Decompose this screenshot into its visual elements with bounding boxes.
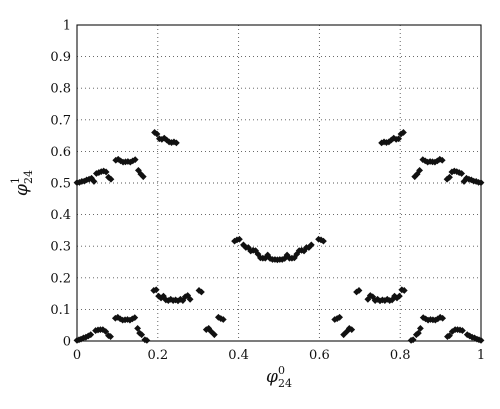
data-point: [416, 166, 423, 174]
data-point: [129, 157, 137, 165]
x-tick-labels: 0 0.2 0.4 0.6 0.8 1: [73, 348, 485, 363]
data-point: [307, 241, 315, 249]
data-point: [179, 297, 187, 304]
data-point: [210, 331, 218, 339]
data-point: [164, 297, 172, 304]
y-tick-label: 0.3: [50, 240, 71, 255]
data-point: [186, 295, 194, 303]
data-point: [395, 135, 402, 143]
data-point: [336, 313, 343, 321]
data-point: [391, 292, 398, 300]
data-point: [348, 326, 356, 334]
y-tick-label: 0.8: [50, 82, 71, 97]
data-point: [446, 332, 453, 340]
x-tick-label: 0.8: [390, 348, 411, 363]
data-point: [438, 156, 446, 164]
y-tick-label: 0.7: [50, 113, 71, 128]
x-tick-label: 0.4: [228, 348, 249, 363]
data-point: [397, 130, 405, 138]
y-tick-label: 0.9: [50, 50, 71, 65]
data-point: [126, 316, 134, 324]
x-axis-title-base: φ: [266, 367, 278, 387]
data-point: [417, 324, 424, 332]
x-axis-title-sub: 24: [278, 377, 292, 390]
y-tick-label: 0.4: [50, 208, 71, 223]
data-point: [388, 296, 396, 304]
data-point: [114, 155, 122, 163]
data-point: [252, 247, 259, 255]
data-point: [305, 244, 313, 251]
data-point: [88, 174, 95, 182]
data-point: [446, 173, 453, 181]
y-tick-label: 0.6: [50, 145, 71, 160]
data-point: [105, 173, 112, 181]
data-point: [90, 178, 98, 185]
y-tick-label: 0.2: [50, 271, 71, 286]
data-point: [439, 314, 447, 322]
data-point: [467, 176, 475, 184]
data-point: [395, 292, 403, 300]
data-point: [412, 331, 420, 339]
x-tick-label: 1: [477, 348, 485, 363]
x-tick-label: 0: [73, 348, 81, 363]
data-point: [385, 138, 393, 146]
data-point: [355, 287, 363, 294]
data-point: [317, 236, 325, 244]
data-points: [73, 129, 485, 344]
data-point: [215, 313, 222, 321]
y-tick-label: 1: [63, 19, 71, 34]
data-point: [82, 333, 90, 341]
data-point: [198, 288, 205, 296]
data-point: [152, 286, 160, 294]
data-point: [172, 139, 180, 147]
data-point: [87, 331, 95, 339]
data-point: [231, 237, 238, 245]
data-point: [137, 170, 145, 178]
data-point: [128, 315, 136, 323]
data-point: [153, 130, 161, 138]
data-point: [138, 331, 146, 339]
data-point: [116, 315, 124, 323]
data-point: [236, 235, 243, 243]
data-point: [102, 328, 110, 335]
x-tick-label: 0.6: [309, 348, 330, 363]
y-axis-title-base: φ: [12, 184, 32, 196]
data-point: [107, 333, 114, 340]
data-point: [107, 175, 115, 183]
data-point: [131, 156, 139, 164]
data-point: [158, 135, 166, 143]
data-point: [80, 177, 88, 185]
data-point: [160, 292, 167, 300]
y-tick-labels: 0 0.1 0.2 0.3 0.4 0.5 0.6 0.7 0.8 0.9 1: [50, 19, 71, 350]
plot-frame: [76, 24, 482, 342]
data-point: [458, 170, 466, 177]
data-point: [131, 314, 139, 322]
grid-lines: [77, 25, 481, 341]
x-axis-title: φ0 24: [266, 364, 292, 390]
data-point: [400, 129, 407, 136]
data-point: [219, 316, 227, 323]
y-axis-title: φ124: [9, 170, 35, 196]
y-tick-label: 0: [63, 335, 71, 350]
data-point: [320, 237, 327, 245]
y-tick-label: 0.1: [50, 303, 71, 318]
data-point: [143, 336, 151, 344]
x-tick-label: 0.2: [147, 348, 168, 363]
y-axis-title-sup: 1: [9, 177, 22, 184]
y-tick-label: 0.5: [50, 177, 71, 192]
x-axis-title-sup: 0: [278, 364, 285, 377]
data-point: [102, 168, 110, 176]
data-point: [240, 241, 247, 249]
data-point: [400, 287, 408, 294]
data-point: [77, 335, 85, 343]
data-point: [151, 129, 158, 136]
data-point: [459, 327, 466, 334]
y-axis-title-sub: 24: [22, 170, 35, 184]
data-point: [293, 250, 301, 258]
data-point: [205, 324, 213, 332]
data-point: [139, 173, 147, 181]
data-point: [195, 287, 203, 294]
